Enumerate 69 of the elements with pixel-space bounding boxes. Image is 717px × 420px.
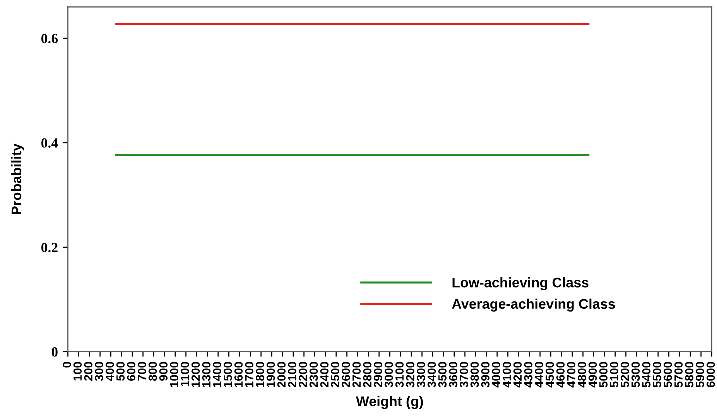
x-tick-label: 400 (106, 362, 114, 382)
x-tick-label: 5100 (610, 362, 619, 388)
x-tick-label: 4800 (578, 362, 586, 388)
x-tick-label: 1600 (234, 362, 243, 388)
x-tick-label: 5300 (632, 362, 640, 388)
x-tick-label: 4500 (546, 362, 554, 388)
x-tick-label: 3800 (470, 362, 480, 388)
x-tick-label: 4600 (556, 362, 565, 388)
x-tick-label: 4200 (514, 362, 522, 388)
x-tick-label: 1000 (170, 362, 179, 388)
x-tick-label: 1100 (180, 362, 190, 387)
x-tick-label: 1900 (266, 362, 276, 388)
x-tick-label: 3700 (460, 362, 468, 388)
x-tick-label: 4900 (588, 362, 598, 388)
x-tick-label: 600 (127, 362, 136, 381)
legend-label: Low-achieving Class (452, 278, 589, 291)
x-tick-label: 3300 (417, 362, 426, 388)
legend-label: Average-achieving Class (452, 298, 616, 312)
x-tick-label: 1700 (245, 362, 254, 388)
x-tick-label: 2600 (342, 362, 350, 388)
x-tick-label: 0 (62, 362, 72, 368)
x-tick-label: 1200 (192, 362, 200, 388)
x-tick-label: 3000 (384, 362, 394, 388)
x-tick-label: 800 (148, 362, 158, 382)
y-tick-label: 0.4 (42, 138, 58, 148)
x-tick-label: 3400 (428, 362, 436, 388)
y-tick-label: 0 (52, 348, 58, 357)
y-tick-label: 0.2 (42, 243, 58, 252)
x-tick-label: 2000 (278, 362, 286, 388)
x-tick-label: 3100 (396, 362, 404, 388)
x-tick-label: 2500 (331, 362, 340, 388)
x-tick-label: 4300 (524, 362, 533, 388)
x-tick-label: 5900 (696, 362, 704, 388)
x-tick-label: 1400 (213, 362, 222, 388)
x-tick-label: 5200 (620, 362, 630, 388)
x-tick-label: 4700 (567, 362, 576, 388)
x-tick-label: 100 (74, 362, 82, 381)
x-tick-label: 500 (116, 362, 125, 382)
x-tick-label: 5400 (642, 362, 651, 388)
x-tick-label: 1300 (202, 362, 211, 388)
x-tick-label: 1500 (224, 362, 232, 388)
x-tick-label: 200 (84, 362, 93, 381)
x-axis-title: Weight (g) (356, 396, 424, 410)
x-tick-label: 5500 (653, 362, 662, 388)
x-tick-label: 6000 (706, 362, 716, 388)
x-tick-label: 2200 (299, 362, 308, 388)
x-tick-label: 2800 (363, 362, 372, 388)
x-tick-label: 3200 (406, 362, 415, 388)
x-tick-label: 3900 (481, 362, 490, 388)
x-tick-label: 5700 (674, 362, 683, 388)
x-tick-label: 2100 (288, 362, 297, 388)
x-tick-label: 5800 (685, 362, 694, 388)
x-tick-label: 4000 (492, 362, 501, 388)
x-tick-label: 4400 (535, 362, 544, 388)
x-tick-label: 4100 (502, 362, 512, 388)
x-tick-label: 2400 (320, 362, 329, 388)
x-tick-label: 700 (138, 362, 146, 381)
x-tick-label: 3500 (438, 362, 447, 388)
x-tick-label: 2300 (310, 362, 318, 388)
x-tick-label: 3600 (449, 362, 458, 388)
y-tick-label: 0.6 (42, 34, 58, 44)
x-tick-label: 2900 (374, 362, 382, 388)
x-tick-label: 5000 (599, 362, 608, 388)
x-tick-label: 900 (160, 362, 168, 381)
y-axis-title: Probability (11, 144, 24, 215)
x-tick-label: 5600 (664, 362, 672, 388)
x-tick-label: 300 (95, 362, 104, 382)
x-tick-label: 2700 (352, 362, 362, 388)
x-tick-label: 1800 (256, 362, 264, 388)
